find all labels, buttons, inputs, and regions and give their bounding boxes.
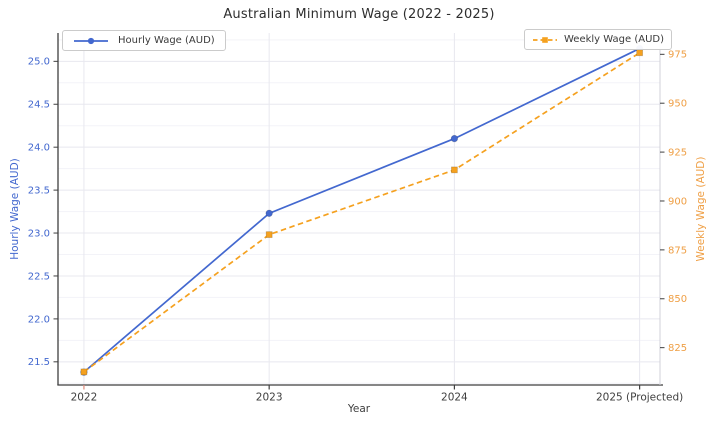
- left-axis-tick-label: 22.0: [28, 314, 50, 325]
- left-axis-title: Hourly Wage (AUD): [9, 158, 21, 260]
- left-axis-tick-label: 25.0: [28, 57, 50, 68]
- left-axis-tick-label: 24.0: [28, 143, 50, 154]
- x-axis-tick-label: 2024: [441, 392, 468, 404]
- series-line-0: [83, 47, 640, 373]
- left-axis-tick-label: 21.5: [28, 357, 50, 368]
- weekly-line-sample-icon: [533, 36, 557, 43]
- data-point-marker: [450, 166, 458, 174]
- left-axis-tick-label: 23.0: [28, 228, 50, 239]
- legend-weekly-wage: Weekly Wage (AUD): [524, 29, 672, 50]
- right-axis-tick-label: 850: [668, 294, 687, 305]
- data-point-marker: [80, 368, 88, 376]
- left-axis-tick-label: 23.5: [28, 186, 50, 197]
- left-axis-tick-label: 24.5: [28, 100, 50, 111]
- right-axis-tick-label: 950: [668, 99, 687, 110]
- right-axis-title: Weekly Wage (AUD): [695, 156, 707, 262]
- left-axis-tick-label: 22.5: [28, 271, 50, 282]
- hourly-line-sample-icon: [74, 37, 108, 44]
- x-axis-tick-label: 2025 (Projected): [596, 392, 683, 404]
- data-point-marker: [265, 231, 273, 239]
- chart-title: Australian Minimum Wage (2022 - 2025): [223, 7, 495, 22]
- right-axis-tick-label: 825: [668, 343, 687, 354]
- series-line-1: [83, 52, 641, 373]
- x-axis-tick-label: 2023: [256, 392, 283, 404]
- data-point-marker: [265, 209, 273, 217]
- right-axis-tick-label: 925: [668, 147, 687, 158]
- data-point-marker: [636, 49, 644, 57]
- right-axis-tick-label: 875: [668, 245, 687, 256]
- x-axis-title: Year: [347, 403, 371, 415]
- legend-hourly-wage: Hourly Wage (AUD): [62, 30, 226, 51]
- right-axis-tick-label: 975: [668, 50, 687, 61]
- legend-hourly-label: Hourly Wage (AUD): [118, 35, 215, 46]
- right-axis-tick-label: 900: [668, 196, 687, 207]
- legend-weekly-label: Weekly Wage (AUD): [564, 34, 664, 45]
- data-point-marker: [450, 134, 459, 143]
- x-axis-tick-label: 2022: [71, 392, 98, 404]
